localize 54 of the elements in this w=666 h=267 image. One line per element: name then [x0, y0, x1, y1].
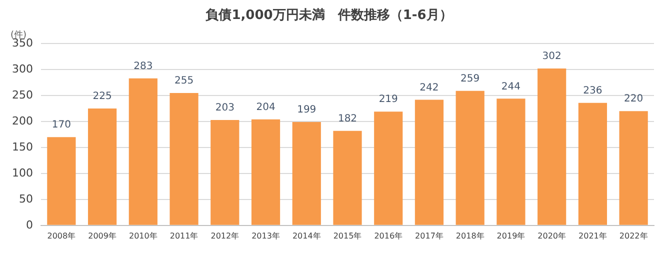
y-tick-label: 250: [12, 88, 33, 102]
chart-title: 負債1,000万円未満 件数推移（1-6月）: [206, 8, 452, 24]
bar: [292, 122, 321, 225]
x-tick-label: 2012年: [210, 231, 240, 240]
x-tick-label: 2022年: [619, 231, 648, 240]
bar: [538, 68, 566, 225]
data-label: 220: [624, 94, 644, 105]
bar: [251, 119, 280, 225]
x-tick-label: 2018年: [456, 231, 484, 240]
data-label: 204: [256, 102, 276, 114]
bar: [210, 120, 240, 225]
y-axis-title: (件): [10, 29, 27, 40]
data-label: 182: [338, 113, 358, 124]
bar: [456, 90, 484, 225]
x-tick-label: 2019年: [496, 231, 526, 240]
bar: [170, 92, 198, 225]
data-label: 199: [297, 104, 316, 116]
x-tick-label: 2014年: [292, 231, 321, 240]
bar: [414, 100, 444, 225]
bar: [88, 108, 117, 225]
data-label: 283: [134, 60, 153, 72]
bar: [47, 137, 76, 225]
x-tick-label: 2015年: [333, 231, 362, 240]
bar: [128, 78, 158, 225]
bar: [333, 130, 362, 225]
y-tick-label: 50: [18, 192, 33, 206]
x-tick-label: 2008年: [47, 231, 76, 240]
bar: [578, 102, 608, 225]
y-tick-label: 100: [12, 166, 33, 180]
data-label: 242: [420, 82, 439, 94]
data-label: 225: [92, 91, 112, 102]
y-tick-label: 150: [12, 140, 33, 154]
x-tick-label: 2020年: [538, 231, 566, 240]
data-label: 302: [542, 51, 562, 62]
x-tick-label: 2010年: [128, 231, 158, 240]
x-tick-label: 2016年: [374, 231, 403, 240]
data-label: 170: [52, 120, 71, 131]
data-label: 236: [583, 85, 602, 96]
data-label: 255: [174, 76, 194, 87]
data-label: 203: [215, 102, 234, 114]
data-label: 244: [501, 81, 521, 92]
y-tick-label: 300: [12, 62, 33, 76]
data-label: 259: [460, 73, 480, 84]
data-label: 219: [378, 94, 398, 106]
x-tick-label: 2017年: [415, 231, 444, 240]
y-tick-label: 200: [12, 114, 33, 128]
bar: [496, 98, 526, 225]
x-tick-label: 2021年: [578, 231, 607, 240]
x-tick-label: 2011年: [170, 231, 198, 240]
x-tick-label: 2009年: [88, 231, 116, 240]
bar: [374, 112, 403, 225]
x-tick-label: 2013年: [252, 231, 280, 240]
y-tick-label: 0: [26, 218, 33, 232]
bar: [619, 111, 648, 225]
